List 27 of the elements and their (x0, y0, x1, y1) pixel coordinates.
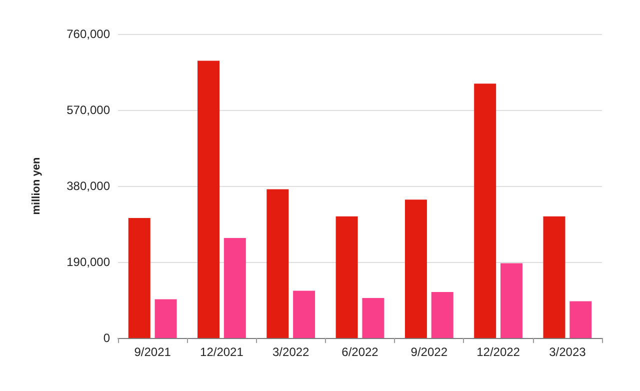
bar (336, 216, 358, 338)
bar (198, 60, 220, 338)
y-axis-title: million yen (30, 157, 42, 215)
bar (128, 218, 150, 338)
x-tick-label: 9/2021 (134, 345, 172, 359)
bar (543, 216, 566, 338)
bar (224, 238, 246, 338)
bar (570, 301, 592, 338)
y-tick-label: 380,000 (66, 179, 110, 193)
x-tick-label: 12/2022 (476, 345, 520, 359)
x-tick-label: 3/2023 (549, 345, 586, 359)
x-tick-label: 12/2021 (200, 345, 244, 359)
y-tick-label: 190,000 (66, 255, 110, 269)
bar (362, 298, 384, 338)
x-tick-label: 3/2022 (272, 345, 310, 359)
bar (154, 299, 177, 338)
bar (293, 290, 316, 338)
bar (404, 200, 427, 338)
bar (500, 263, 522, 338)
y-tick-label: 0 (103, 331, 110, 345)
bar (266, 189, 289, 338)
y-tick-label: 760,000 (66, 27, 110, 41)
y-tick-label: 570,000 (66, 103, 110, 117)
x-tick-label: 6/2022 (342, 345, 379, 359)
bar (474, 84, 496, 338)
bar (431, 292, 454, 338)
x-tick-label: 9/2022 (410, 345, 448, 359)
